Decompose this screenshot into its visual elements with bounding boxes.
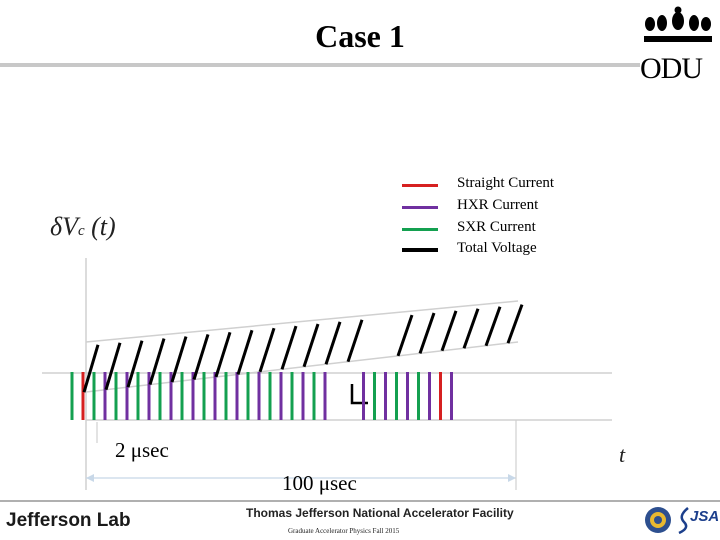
arrowhead-right (508, 474, 516, 482)
voltage-ramp (82, 344, 100, 393)
legend-swatch (402, 248, 438, 252)
voltage-ramp (324, 321, 342, 365)
voltage-ramps (82, 304, 524, 393)
voltage-ramp (280, 325, 298, 370)
long-interval-label: 100 μsec (282, 471, 357, 495)
y-axis-label: δVc (t) (50, 212, 116, 242)
voltage-ramp (258, 327, 276, 373)
legend-swatch (402, 228, 438, 231)
pulse-diagram (42, 258, 612, 490)
y-axis-label-sub: c (77, 223, 85, 239)
current-pulses (70, 372, 453, 420)
upper-envelope (85, 300, 519, 343)
voltage-ramp (484, 306, 502, 347)
voltage-ramp (302, 323, 320, 368)
time-axis-label: t (619, 442, 626, 467)
voltage-ramp (170, 336, 188, 383)
facility-name: Thomas Jefferson National Accelerator Fa… (246, 506, 514, 520)
voltage-ramp (148, 338, 166, 386)
voltage-ramp (192, 333, 210, 380)
voltage-ramp (506, 304, 524, 344)
jsa-logo-text: JSA (690, 508, 720, 525)
course-name: Graduate Accelerator Physics Fall 2015 (288, 527, 400, 535)
short-interval-label: 2 μsec (115, 438, 169, 462)
doe-seal-icon (645, 507, 671, 533)
lower-envelope (85, 341, 519, 393)
voltage-ramp (462, 308, 480, 349)
slide-title: Case 1 (315, 18, 405, 54)
voltage-ramp (346, 319, 364, 363)
legend-label: Straight Current (457, 175, 555, 191)
arrowhead-left (86, 474, 94, 482)
gap-bracket-icon (350, 384, 368, 405)
legend-label: HXR Current (457, 197, 539, 213)
voltage-ramp (104, 342, 122, 391)
voltage-ramp (396, 314, 414, 357)
voltage-ramp (418, 312, 436, 354)
voltage-ramp (236, 329, 254, 375)
odu-crown-logo (644, 6, 712, 42)
y-axis-label-main: δV (50, 212, 78, 241)
legend-swatch (402, 184, 438, 187)
legend-label: Total Voltage (457, 240, 537, 256)
voltage-ramp (126, 340, 144, 388)
voltage-ramp (440, 310, 458, 352)
jsa-swoosh-icon (678, 507, 689, 534)
title-divider (0, 63, 640, 67)
legend-label: SXR Current (457, 219, 536, 235)
y-axis-label-arg: (t) (91, 212, 116, 241)
footer-divider (0, 500, 720, 502)
jefferson-lab-logo: Jefferson Lab (6, 510, 131, 531)
legend-swatch (402, 206, 438, 209)
odu-logo-text: ODU (640, 52, 703, 85)
voltage-ramp (214, 331, 232, 378)
